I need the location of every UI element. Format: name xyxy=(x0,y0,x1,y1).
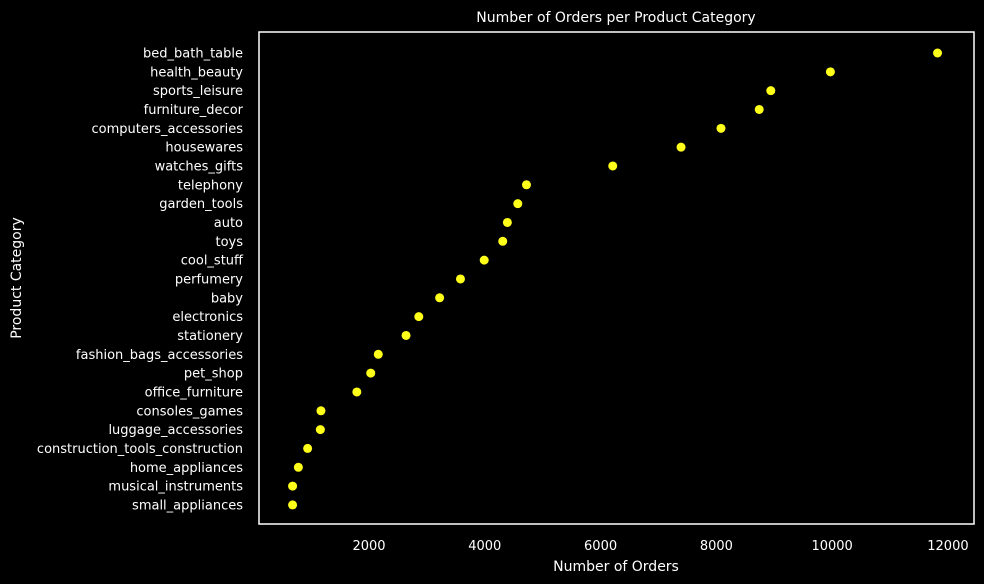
data-point xyxy=(933,48,943,58)
y-tick-label: pet_shop xyxy=(184,367,243,382)
data-point xyxy=(366,368,376,378)
data-point xyxy=(676,142,686,152)
y-tick-label: toys xyxy=(215,235,243,250)
y-tick-label: sports_leisure xyxy=(153,84,243,99)
data-point xyxy=(288,481,298,491)
data-point xyxy=(316,406,326,416)
y-tick-label: furniture_decor xyxy=(144,103,244,118)
x-tick-label: 4000 xyxy=(468,539,501,554)
data-point xyxy=(521,180,531,190)
y-axis-tick-labels: bed_bath_table health_beauty sports_leisur… xyxy=(37,47,244,514)
x-tick-label: 8000 xyxy=(700,539,733,554)
y-tick-label: perfumery xyxy=(175,272,243,287)
data-point xyxy=(288,500,298,510)
y-tick-label: bed_bath_table xyxy=(143,47,243,62)
data-point xyxy=(498,236,508,246)
y-tick-label: auto xyxy=(214,216,243,231)
data-point xyxy=(716,123,726,133)
y-tick-label: stationery xyxy=(177,329,243,344)
y-tick-label: construction_tools_construction xyxy=(37,442,243,457)
data-point xyxy=(766,86,776,96)
data-point xyxy=(352,387,362,397)
y-tick-label: luggage_accessories xyxy=(108,423,243,438)
y-tick-label: baby xyxy=(211,291,243,306)
data-point xyxy=(414,312,424,322)
y-tick-label: computers_accessories xyxy=(92,122,244,137)
y-tick-label: health_beauty xyxy=(150,65,243,80)
data-point xyxy=(293,462,303,472)
data-point xyxy=(401,330,411,340)
data-point xyxy=(303,443,313,453)
x-axis-tick-labels: 2000 4000 6000 8000 10000 12000 xyxy=(352,539,968,554)
x-axis-label: Number of Orders xyxy=(553,559,679,575)
data-point xyxy=(315,425,325,435)
y-tick-label: fashion_bags_accessories xyxy=(76,348,243,363)
plot-frame xyxy=(258,31,975,525)
data-point xyxy=(435,293,445,303)
x-tick-label: 2000 xyxy=(352,539,385,554)
data-point xyxy=(479,255,489,265)
chart-title: Number of Orders per Product Category xyxy=(476,10,755,26)
y-tick-label: housewares xyxy=(165,141,243,156)
y-tick-label: small_appliances xyxy=(132,498,243,513)
x-tick-label: 12000 xyxy=(927,539,968,554)
data-points xyxy=(288,48,943,510)
y-tick-label: home_appliances xyxy=(130,461,243,476)
data-point xyxy=(455,274,465,284)
y-tick-label: telephony xyxy=(178,178,243,193)
data-point xyxy=(502,217,512,227)
y-tick-label: consoles_games xyxy=(136,404,243,419)
data-point xyxy=(754,104,764,114)
y-tick-label: garden_tools xyxy=(159,197,243,212)
data-point xyxy=(825,67,835,77)
y-tick-label: watches_gifts xyxy=(155,159,244,174)
data-point xyxy=(373,349,383,359)
y-tick-label: cool_stuff xyxy=(181,254,244,269)
x-tick-label: 10000 xyxy=(811,539,852,554)
y-tick-label: electronics xyxy=(172,310,243,325)
data-point xyxy=(513,199,523,209)
y-tick-label: office_furniture xyxy=(145,385,243,400)
data-point xyxy=(608,161,618,171)
x-tick-label: 6000 xyxy=(584,539,617,554)
y-tick-label: musical_instruments xyxy=(108,480,243,495)
y-axis-label: Product Category xyxy=(9,217,25,339)
